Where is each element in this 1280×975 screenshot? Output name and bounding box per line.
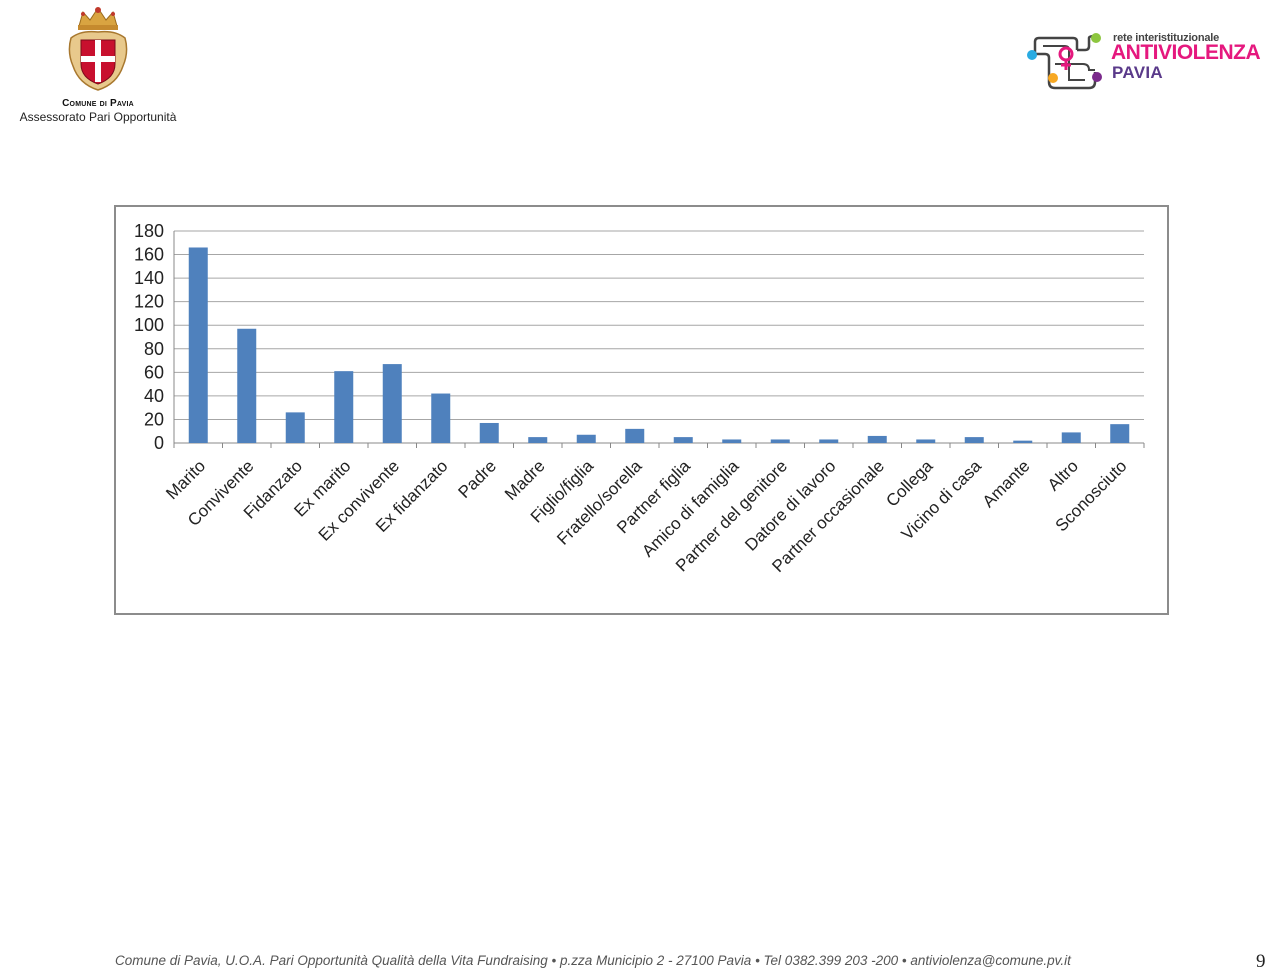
bar — [1013, 440, 1033, 443]
x-tick-label: Fratello/sorella — [553, 456, 646, 549]
y-tick-label: 100 — [134, 315, 164, 335]
bar — [479, 422, 499, 443]
bar — [334, 371, 354, 443]
y-tick-label: 60 — [144, 362, 164, 382]
x-tick-label: Madre — [501, 456, 549, 504]
bar — [625, 428, 645, 443]
y-tick-label: 160 — [134, 245, 164, 265]
y-tick-label: 40 — [144, 386, 164, 406]
x-tick-label: Amante — [979, 456, 1034, 511]
chart-frame: 0 20 40 60 80 100 120 140 160 180 Marito Convivente… — [114, 205, 1169, 615]
x-tick-label: Altro — [1044, 456, 1082, 494]
bar — [285, 412, 305, 443]
logo-city: PAVIA — [1112, 63, 1163, 82]
bar — [722, 439, 742, 443]
antiviolenza-logo: rete interistituzionale ANTIVIOLENZA PAV… — [1025, 30, 1265, 98]
org-subtitle: Assessorato Pari Opportunità — [19, 110, 177, 124]
page-number: 9 — [1256, 951, 1266, 972]
bar — [1061, 432, 1081, 443]
bar — [382, 364, 402, 443]
bar — [237, 328, 257, 443]
bar — [1110, 424, 1130, 443]
y-tick-label: 80 — [144, 339, 164, 359]
y-tick-label: 20 — [144, 409, 164, 429]
bar — [819, 439, 839, 443]
bar — [576, 434, 596, 443]
bar — [964, 437, 984, 443]
bar — [916, 439, 936, 443]
y-tick-label: 140 — [134, 268, 164, 288]
bar — [528, 437, 548, 443]
y-tick-label: 0 — [154, 433, 164, 453]
bar — [867, 435, 887, 443]
bar — [431, 393, 451, 443]
bar-chart: 020406080100120140160180MaritoConvivente… — [134, 221, 1145, 576]
network-logo-icon — [1027, 33, 1102, 90]
footer-contact: Comune di Pavia, U.O.A. Pari Opportunità… — [115, 953, 1071, 968]
bar — [188, 247, 208, 443]
x-tick-label: Marito — [162, 456, 209, 503]
y-tick-label: 180 — [134, 221, 164, 241]
logo-title: ANTIVIOLENZA — [1111, 41, 1261, 64]
header-organization: Comune di Pavia Assessorato Pari Opportu… — [8, 4, 188, 124]
pavia-crest-icon — [68, 7, 128, 91]
x-tick-label: Padre — [455, 456, 501, 502]
bar — [673, 437, 693, 443]
y-tick-label: 120 — [134, 292, 164, 312]
bar — [770, 439, 790, 443]
org-name: Comune di Pavia — [62, 98, 134, 109]
logo-tagline: rete interistituzionale — [1113, 32, 1220, 44]
